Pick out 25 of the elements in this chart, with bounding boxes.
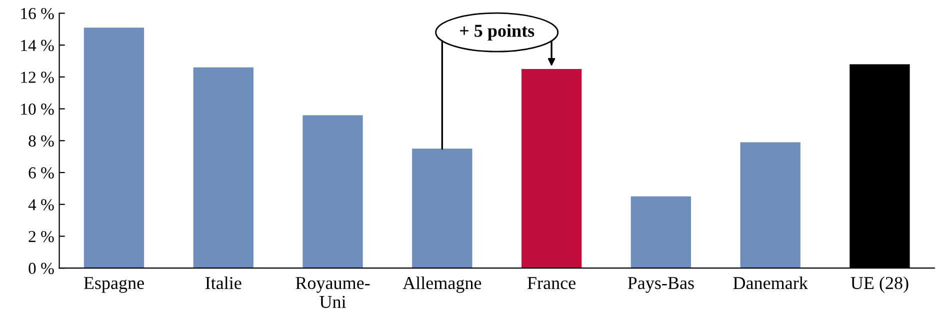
y-tick-label: 12 % [21, 72, 54, 83]
bar [521, 68, 582, 268]
x-tick-label: UE (28) [850, 276, 908, 293]
y-tick-label: 4 % [28, 199, 54, 210]
y-tick-label: 14 % [21, 40, 54, 52]
x-tick-label: Espagne [84, 277, 144, 293]
y-tick-label: 10 % [21, 104, 54, 115]
x-tick-label: Danemark [733, 276, 808, 290]
y-tick-label: 0 % [28, 262, 54, 274]
bar [412, 148, 472, 268]
bar [84, 28, 144, 268]
y-tick-label: 6 % [28, 167, 54, 179]
bar [740, 142, 800, 268]
x-tick-label: Pays-Bas [628, 277, 694, 293]
y-tick-label: 2 % [28, 230, 54, 242]
bar [302, 115, 363, 268]
x-tick-label: France [528, 277, 576, 290]
y-tick-label: 16 % [21, 8, 54, 20]
bar [630, 196, 692, 268]
annotation: + 5 points [460, 24, 534, 41]
bar [193, 67, 254, 268]
x-tick-label: Allemagne [402, 276, 482, 293]
y-tick-label: 8 % [28, 135, 54, 147]
x-tick-label: Italie [205, 276, 242, 290]
x-tick-label: Royaume- Uni [296, 277, 370, 308]
